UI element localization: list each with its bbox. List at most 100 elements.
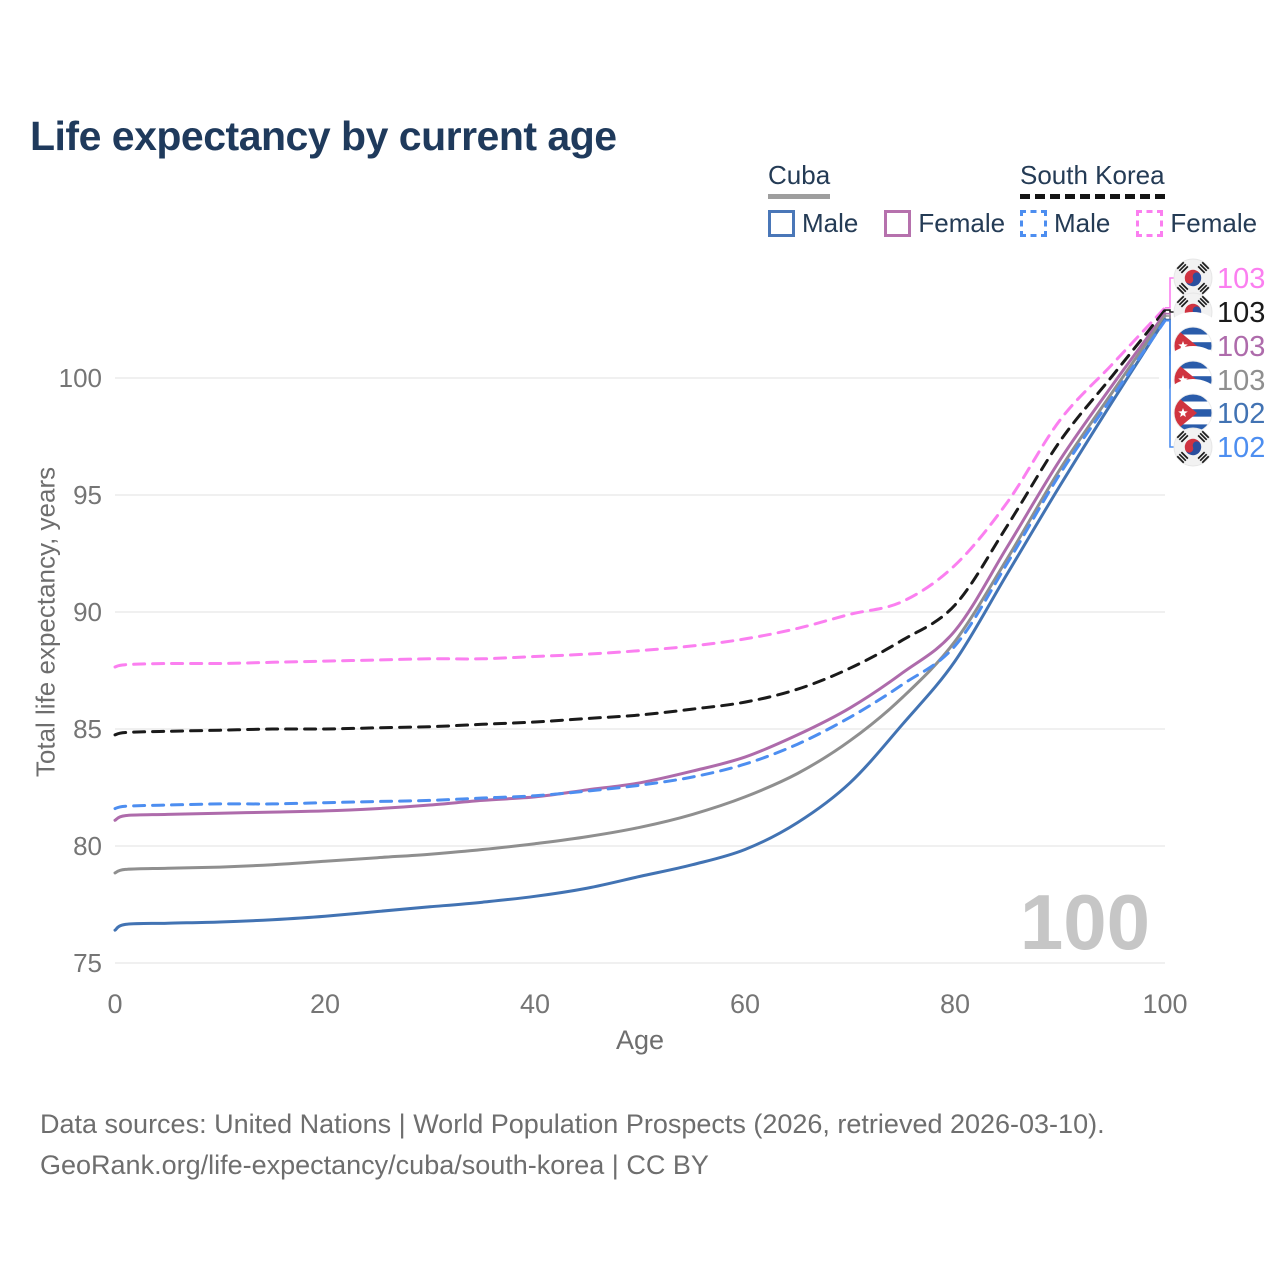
trigram: [1197, 295, 1210, 308]
trigram-bar: [1180, 299, 1189, 308]
trigram: [1176, 430, 1189, 443]
trigram: [1197, 451, 1210, 464]
legend-label: Female: [1170, 208, 1258, 238]
taegeuk-red-lobe: [1185, 444, 1194, 453]
end-value-label: 103: [1217, 263, 1265, 295]
x-tick-label: 80: [940, 989, 970, 1019]
y-tick-label: 90: [73, 597, 102, 627]
y-tick-label: 85: [73, 714, 102, 744]
taegeuk-blue-lobe: [1192, 441, 1201, 450]
trigram-bar: [1201, 286, 1210, 295]
footer-source-url: GeoRank.org/life-expectancy/cuba/south-k…: [40, 1150, 709, 1180]
trigram: [1197, 261, 1210, 274]
flag-star: [1178, 375, 1188, 384]
trigram-bar: [1199, 263, 1208, 272]
series-line-south-korea-total: [113, 308, 1167, 737]
taegeuk: [1184, 438, 1202, 456]
legend-item-south-korea-male[interactable]: Male: [1020, 208, 1110, 239]
flag-stripe: [1174, 416, 1212, 425]
x-tick-label: 60: [730, 989, 760, 1019]
legend-label: Male: [802, 208, 859, 238]
trigram-bar: [1197, 265, 1206, 274]
trigram: [1176, 451, 1189, 464]
legend-item-cuba-male[interactable]: Male: [768, 208, 858, 239]
series-line-cuba-total: [113, 314, 1167, 875]
y-tick-label: 80: [73, 831, 102, 861]
end-value-label: 102: [1217, 398, 1265, 430]
end-value-label: 103: [1217, 297, 1265, 329]
legend-group-cuba: Cuba Male Female: [768, 160, 1005, 239]
flag-star: [1178, 341, 1188, 350]
trigram-bar: [1180, 282, 1189, 291]
trigram-bar: [1176, 261, 1185, 270]
y-axis-title: Total life expectancy, years: [30, 466, 61, 778]
y-tick-label: 75: [73, 948, 102, 978]
end-value-label: 103: [1217, 331, 1265, 363]
end-label-connector: [1165, 309, 1175, 313]
flag-star: [1178, 408, 1188, 417]
trigram-bar: [1197, 299, 1206, 308]
trigram-bar: [1199, 453, 1208, 462]
trigram-bar: [1176, 295, 1185, 304]
trigram-bar: [1197, 434, 1206, 443]
flag-stripe: [1174, 334, 1212, 343]
page-title: Life expectancy by current age: [30, 113, 617, 160]
trigram-bar: [1178, 284, 1187, 293]
legend-heading-south-korea: South Korea: [1020, 160, 1165, 199]
footer-data-sources: Data sources: United Nations | World Pop…: [40, 1109, 1105, 1139]
flag-stripe: [1174, 361, 1212, 369]
south-korea-male-swatch-icon: [1020, 210, 1047, 237]
legend-label: Male: [1054, 208, 1111, 238]
trigram-bar: [1201, 430, 1210, 439]
flag-stripe: [1174, 327, 1212, 335]
y-tick-label: 100: [59, 363, 102, 393]
trigram-bar: [1178, 297, 1187, 306]
legend: Cuba Male Female South Korea Male Female: [768, 160, 1257, 240]
trigram-bar: [1176, 286, 1185, 295]
trigram-bar: [1178, 453, 1187, 462]
x-tick-label: 0: [107, 989, 122, 1019]
trigram: [1197, 430, 1210, 443]
trigram-bar: [1180, 451, 1189, 460]
legend-item-south-korea-female[interactable]: Female: [1136, 208, 1257, 239]
end-value-label: 102: [1217, 432, 1265, 464]
trigram-bar: [1176, 430, 1185, 439]
flag-stripe: [1174, 368, 1212, 377]
trigram-bar: [1176, 455, 1185, 464]
end-value-label: 103: [1217, 365, 1265, 397]
taegeuk-blue-lobe: [1192, 272, 1201, 281]
trigram-bar: [1197, 451, 1206, 460]
legend-item-cuba-female[interactable]: Female: [884, 208, 1005, 239]
trigram-bar: [1199, 432, 1208, 441]
x-axis-title: Age: [616, 1025, 664, 1055]
trigram-bar: [1201, 295, 1210, 304]
current-age-watermark: 100: [1020, 878, 1150, 966]
end-label-connector: [1165, 319, 1175, 448]
trigram: [1176, 295, 1189, 308]
trigram-bar: [1201, 261, 1210, 270]
trigram: [1176, 282, 1189, 295]
y-tick-label: 95: [73, 480, 102, 510]
trigram-bar: [1180, 265, 1189, 274]
flag-stripe: [1174, 401, 1212, 410]
cuba-male-swatch-icon: [768, 210, 795, 237]
series-line-cuba-female: [113, 312, 1167, 822]
end-label-connector: [1165, 277, 1175, 309]
series-line-cuba-male: [113, 318, 1167, 932]
trigram: [1197, 282, 1210, 295]
south-korea-flag-icon: [1173, 258, 1213, 298]
legend-heading-cuba: Cuba: [768, 160, 831, 199]
south-korea-flag-icon: [1173, 427, 1213, 467]
x-tick-label: 40: [520, 989, 550, 1019]
footer: Data sources: United Nations | World Pop…: [40, 1104, 1105, 1186]
flag-stripe: [1174, 394, 1212, 402]
legend-label: Female: [918, 208, 1006, 238]
legend-group-south-korea: South Korea Male Female: [1020, 160, 1257, 239]
cuba-female-swatch-icon: [884, 210, 912, 237]
trigram-bar: [1178, 432, 1187, 441]
south-korea-female-swatch-icon: [1136, 210, 1164, 237]
taegeuk: [1184, 269, 1202, 287]
series-line-south-korea-male: [113, 319, 1167, 811]
trigram: [1176, 261, 1189, 274]
